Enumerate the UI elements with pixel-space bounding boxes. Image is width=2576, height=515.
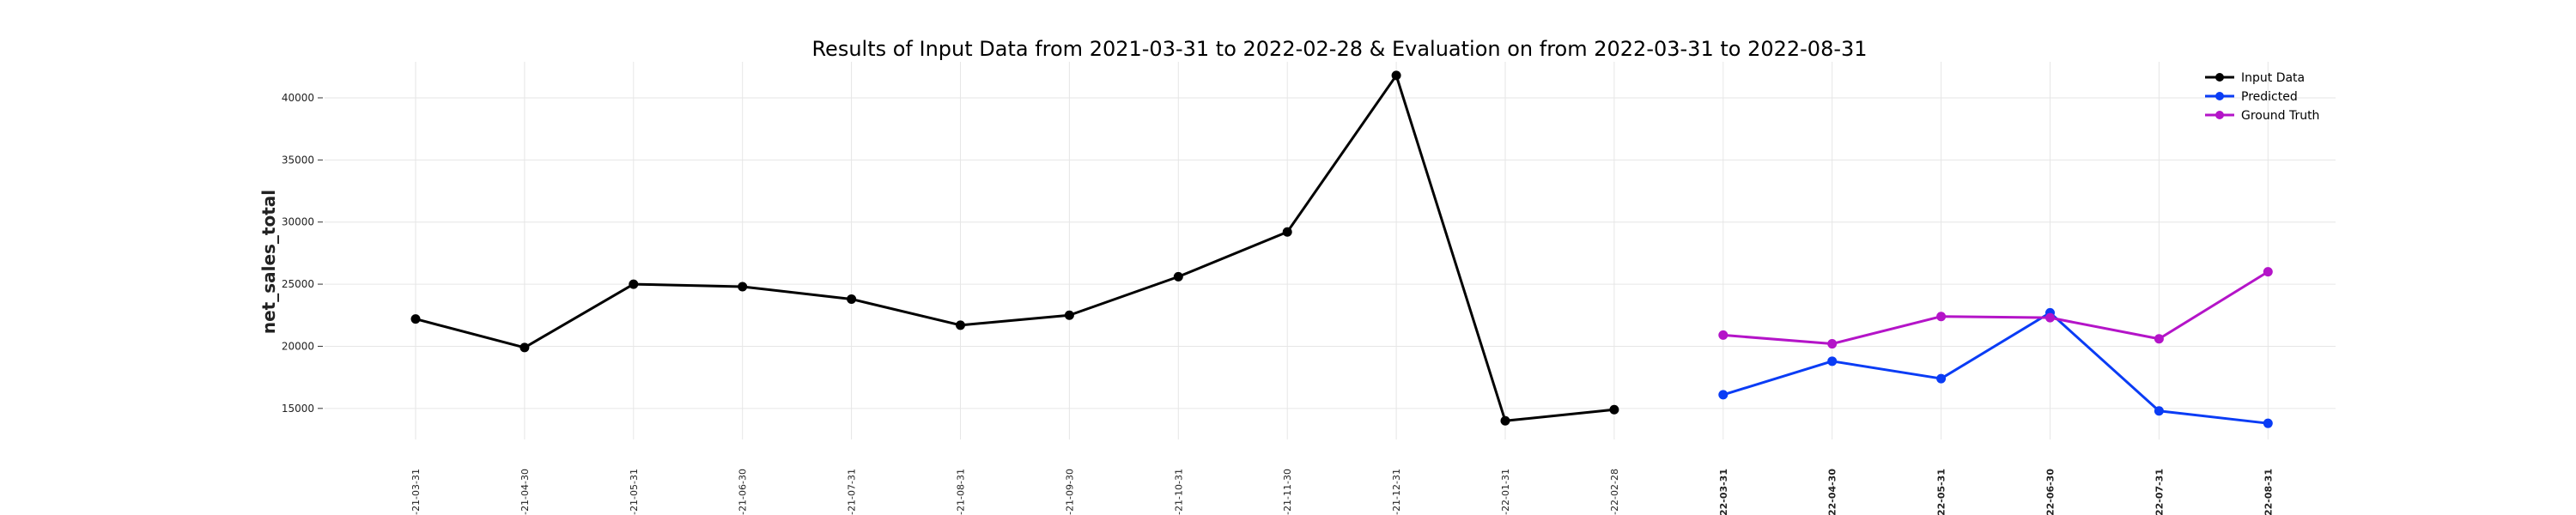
data-point (1500, 415, 1510, 426)
legend-marker (2215, 92, 2224, 100)
data-point (519, 342, 530, 353)
data-point (629, 279, 639, 289)
data-point (1391, 70, 1401, 81)
x-tick-label: -22-04-30 (1827, 469, 1838, 515)
x-tick-label: -21-09-30 (1064, 469, 1075, 515)
x-tick-label: -22-05-31 (1936, 469, 1947, 515)
data-point (1064, 310, 1074, 320)
data-point (2263, 267, 2273, 277)
legend-label: Input Data (2241, 71, 2305, 85)
y-tick-label: 35000 (282, 154, 314, 166)
chart-title: Results of Input Data from 2021-03-31 to… (811, 37, 1867, 61)
x-tick-label: -21-05-31 (629, 469, 640, 515)
legend-label: Ground Truth (2241, 109, 2319, 123)
y-tick-label: 20000 (282, 340, 314, 352)
series-input-data (410, 70, 1619, 426)
x-tick-label: -21-11-30 (1282, 469, 1293, 515)
x-tick-label: -22-01-31 (1500, 469, 1511, 515)
x-tick-label: -21-03-31 (410, 469, 422, 515)
series-lines (410, 70, 2273, 428)
data-point (1936, 312, 1947, 322)
grid (325, 62, 2336, 439)
y-axis-ticks: 15000 20000 25000 30000 35000 40000 (282, 92, 323, 415)
legend-item: Input Data (2205, 71, 2305, 85)
y-tick-label: 30000 (282, 216, 314, 228)
x-tick-label: -22-03-31 (1718, 469, 1729, 515)
legend-label: Predicted (2241, 90, 2298, 104)
legend: Input Data Predicted Ground Truth (2205, 71, 2319, 123)
data-point (2154, 334, 2164, 344)
data-point (410, 314, 421, 324)
series-line (415, 74, 1615, 422)
data-point (1827, 339, 1838, 349)
data-point (1609, 404, 1619, 415)
x-tick-label: -22-07-31 (2154, 469, 2165, 515)
x-tick-label: -22-02-28 (1609, 469, 1620, 515)
series-line (1722, 311, 2269, 425)
y-tick-label: 15000 (282, 403, 314, 415)
data-point (1936, 373, 1947, 384)
data-point (956, 320, 965, 330)
data-point (847, 294, 857, 304)
legend-item: Predicted (2205, 90, 2298, 104)
x-tick-label: -21-04-30 (519, 469, 531, 515)
data-point (2154, 406, 2164, 416)
y-tick-label: 25000 (282, 278, 314, 290)
x-tick-label: -21-06-30 (738, 469, 749, 515)
series-line (1722, 270, 2269, 346)
legend-item: Ground Truth (2205, 109, 2319, 123)
x-tick-label: -22-06-30 (2045, 469, 2057, 515)
y-axis-label: net_sales_total (258, 190, 279, 334)
x-tick-label: -21-08-31 (956, 469, 967, 515)
data-point (1282, 227, 1292, 237)
x-tick-label: -22-08-31 (2263, 469, 2274, 515)
x-axis-ticks: -21-03-31 -21-04-30 -21-05-31 -21-06-30 -21-… (410, 469, 2274, 515)
data-point (1718, 330, 1728, 340)
data-point (2045, 312, 2055, 323)
data-point (2263, 418, 2273, 428)
data-point (1827, 356, 1838, 367)
data-point (1718, 390, 1728, 400)
y-tick-label: 40000 (282, 92, 314, 104)
series-ground-truth (1718, 267, 2273, 349)
data-point (1173, 271, 1183, 282)
legend-marker (2215, 73, 2224, 82)
x-tick-label: -21-07-31 (847, 469, 858, 515)
series-predicted (1718, 307, 2273, 428)
x-tick-label: -21-12-31 (1391, 469, 1402, 515)
data-point (738, 282, 748, 292)
x-tick-label: -21-10-31 (1173, 469, 1184, 515)
legend-marker (2215, 111, 2224, 119)
